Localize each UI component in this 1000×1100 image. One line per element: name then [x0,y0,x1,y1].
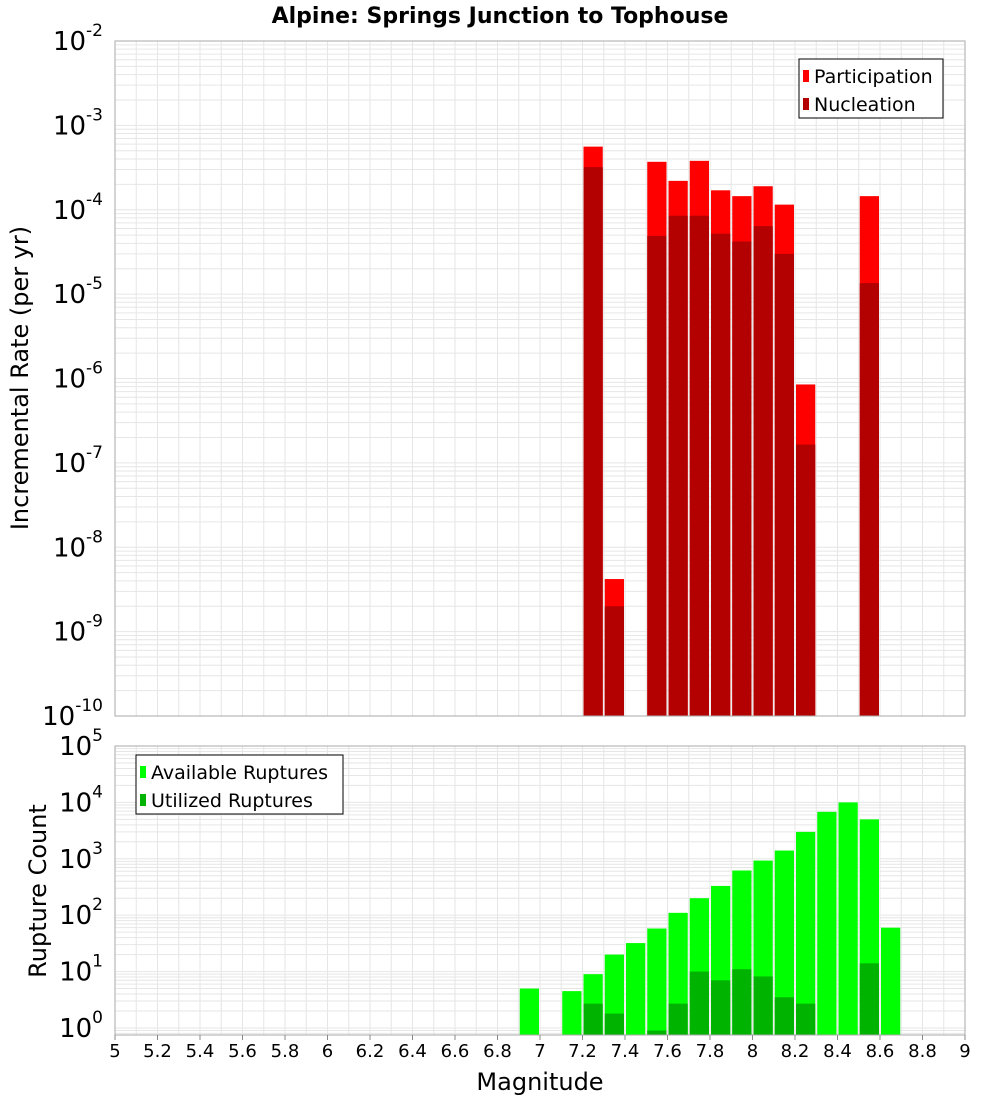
bottom-y-tick-label: 102 [59,895,103,931]
chart-title: Alpine: Springs Junction to Tophouse [272,4,729,29]
available-bar [881,927,901,1035]
x-tick-label: 8.8 [908,1041,937,1062]
x-tick-label: 5 [109,1041,120,1062]
available-bar [796,831,816,1035]
bottom-y-tick-label: 103 [59,839,103,875]
top-legend-label: Nucleation [814,94,916,116]
nucleation-bar [647,235,667,716]
top-grid [114,41,966,717]
nucleation-bar [689,215,709,717]
nucleation-bars [583,167,879,717]
x-tick-label: 5.8 [271,1041,300,1062]
bottom-legend-swatch [140,794,146,806]
top-y-tick-label: 10-8 [53,527,103,563]
utilized-bar [583,1003,603,1035]
utilized-bar [689,971,709,1035]
bottom-legend-swatch [140,766,146,778]
top-legend-swatch [803,70,809,82]
x-tick-label: 6 [322,1041,333,1062]
top-y-tick-label: 10-4 [53,190,103,226]
bottom-legend-label: Utilized Ruptures [151,790,313,812]
available-bar [774,850,794,1035]
top-y-tick-label: 10-3 [53,105,103,141]
available-bar [647,928,667,1035]
bottom-legend-label: Available Ruptures [151,762,328,784]
available-bars [519,802,901,1035]
x-tick-label: 8 [747,1041,758,1062]
x-tick-label: 5.2 [143,1041,172,1062]
x-tick-label: 6.2 [356,1041,385,1062]
x-axis-title: Magnitude [476,1068,603,1096]
nucleation-bar [774,253,794,716]
nucleation-bar [668,215,688,717]
x-tick-label: 7.4 [611,1041,640,1062]
utilized-bar [711,980,731,1035]
utilized-bar [604,1013,624,1035]
x-tick-label: 6.8 [483,1041,512,1062]
nucleation-bar [796,444,816,716]
bottom-y-tick-label: 100 [59,1008,103,1044]
bottom-legend: Available Ruptures Utilized Ruptures [135,754,344,815]
nucleation-bar [604,606,624,716]
nucleation-bar [859,283,879,716]
x-tick-label: 9 [959,1041,970,1062]
top-legend: Participation Nucleation [798,58,944,119]
utilized-bar [732,969,752,1035]
nucleation-bar [732,241,752,717]
bottom-legend-box [135,754,344,815]
utilized-bar [796,1003,816,1035]
x-tick-label: 5.6 [228,1041,257,1062]
available-bar [562,991,582,1035]
utilized-bar [668,1003,688,1035]
x-tick-label: 5.4 [186,1041,215,1062]
nucleation-bar [583,167,603,716]
x-tick-label: 7.6 [653,1041,682,1062]
nucleation-bar [753,226,773,716]
x-tick-label: 6.4 [398,1041,427,1062]
bottom-y-tick-label: 101 [59,952,103,988]
x-tick-label: 8.4 [823,1041,852,1062]
top-y-tick-label: 10-7 [53,443,103,479]
x-tick-label: 8.2 [781,1041,810,1062]
x-tick-label: 7.8 [696,1041,725,1062]
top-legend-box [798,58,944,119]
bottom-y-tick-label: 105 [59,726,103,762]
top-y-tick-label: 10-6 [53,359,103,395]
available-bar [838,802,858,1035]
bottom-y-axis-title: Rupture Count [24,804,52,978]
top-y-tick-label: 10-2 [53,21,103,57]
x-tick-label: 6.6 [441,1041,470,1062]
utilized-bar [753,976,773,1035]
top-y-tick-label: 10-9 [53,612,103,648]
x-tick-label: 7.2 [568,1041,597,1062]
top-plot-frame [114,40,966,717]
top-legend-label: Participation [814,66,933,88]
utilized-bar [774,997,794,1035]
utilized-bar [647,1030,667,1035]
available-bar [519,988,539,1035]
bottom-y-tick-label: 104 [59,782,103,818]
x-tick-label: 7 [534,1041,545,1062]
top-legend-swatch [803,98,809,110]
top-y-tick-label: 10-10 [42,696,103,732]
x-tick-label: 8.6 [866,1041,895,1062]
nucleation-bar [711,233,731,716]
available-bar [817,811,837,1035]
top-y-axis-title: Incremental Rate (per yr) [6,226,34,530]
utilized-bars [583,963,879,1035]
top-y-tick-label: 10-5 [53,274,103,310]
available-bar [626,943,646,1035]
utilized-bar [859,963,879,1035]
